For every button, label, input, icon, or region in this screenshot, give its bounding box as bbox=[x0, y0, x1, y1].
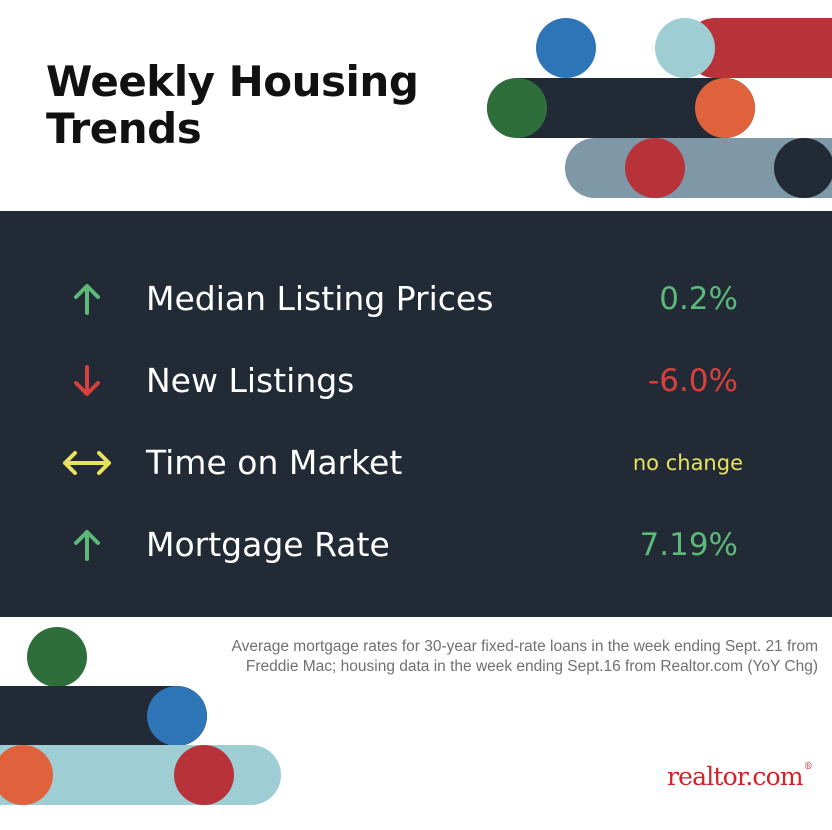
logo-wordmark: realtor.com bbox=[666, 762, 804, 791]
blue-dot bbox=[536, 18, 596, 78]
up-arrow-icon bbox=[74, 530, 100, 561]
source-line-2: Freddie Mac; housing data in the week en… bbox=[245, 658, 818, 675]
metric-label: Median Listing Prices bbox=[146, 279, 494, 318]
red-dot bbox=[625, 138, 685, 198]
navy-dot bbox=[774, 138, 832, 198]
metric-value: 0.2% bbox=[659, 281, 738, 317]
metrics-panel: Median Listing Prices 0.2% New Listings … bbox=[0, 211, 832, 617]
orange-dot bbox=[0, 745, 53, 805]
green-dot bbox=[27, 627, 87, 687]
title-line-2: Trends bbox=[46, 104, 202, 153]
orange-dot bbox=[695, 78, 755, 138]
green-dot bbox=[487, 78, 547, 138]
metric-value: no change bbox=[632, 451, 743, 475]
up-arrow-icon bbox=[74, 284, 100, 315]
left-right-arrow-icon bbox=[63, 451, 111, 475]
red-dot bbox=[174, 745, 234, 805]
page-title: Weekly Housing Trends bbox=[46, 58, 466, 152]
realtor-logo: realtor.com® bbox=[666, 762, 813, 791]
metric-row-mortgage-rate: Mortgage Rate 7.19% bbox=[0, 515, 832, 575]
metric-label: Time on Market bbox=[146, 443, 403, 482]
metric-row-median-listing-prices: Median Listing Prices 0.2% bbox=[0, 269, 832, 329]
metric-label: Mortgage Rate bbox=[146, 525, 390, 564]
blue-dot bbox=[147, 686, 207, 746]
logo-registered-mark: ® bbox=[803, 762, 813, 772]
source-note: Average mortgage rates for 30-year fixed… bbox=[178, 637, 818, 677]
light-blue-dot bbox=[655, 18, 715, 78]
metric-value: -6.0% bbox=[648, 363, 738, 399]
title-line-1: Weekly Housing bbox=[46, 57, 419, 106]
metric-label: New Listings bbox=[146, 361, 355, 400]
source-line-1: Average mortgage rates for 30-year fixed… bbox=[231, 638, 818, 655]
metric-value: 7.19% bbox=[639, 527, 738, 563]
metric-row-new-listings: New Listings -6.0% bbox=[0, 351, 832, 411]
metric-row-time-on-market: Time on Market no change bbox=[0, 433, 832, 493]
down-arrow-icon bbox=[74, 365, 100, 396]
